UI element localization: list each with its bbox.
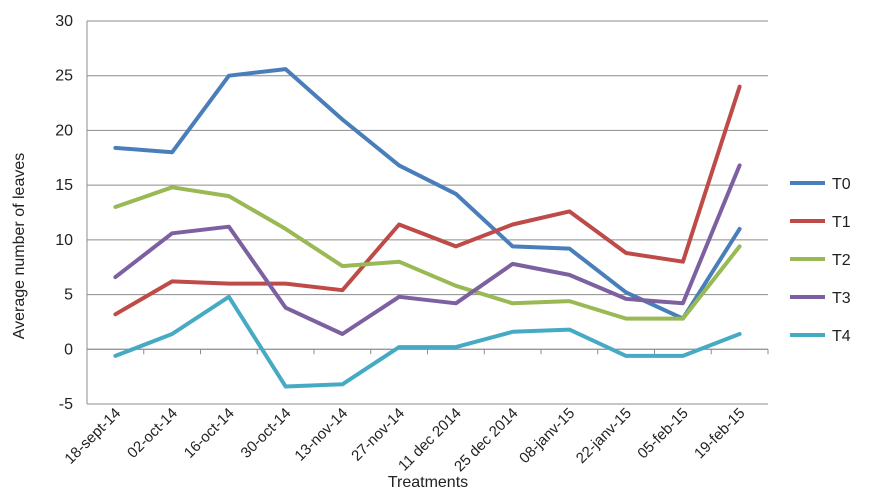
x-tick-labels: 18-sept-14 02-oct-14 16-oct-14 30-oct-1413-… bbox=[61, 405, 748, 475]
series-line-t3 bbox=[113, 163, 742, 336]
series-line-t0 bbox=[113, 67, 742, 321]
axes bbox=[86, 21, 769, 404]
x-tick-label: 19-feb-15 bbox=[691, 405, 748, 462]
series-lines bbox=[113, 67, 742, 389]
legend-label-t2: T2 bbox=[832, 252, 851, 269]
y-axis-label: Average number of leaves bbox=[11, 153, 28, 339]
x-tick-label: 22-janv-15 bbox=[573, 405, 635, 467]
legend-label-t0: T0 bbox=[832, 176, 851, 193]
legend-label-t1: T1 bbox=[832, 214, 851, 231]
x-tick-label: 08-janv-15 bbox=[516, 405, 578, 467]
legend-label-t4: T4 bbox=[832, 328, 851, 345]
y-tick-label: 30 bbox=[55, 13, 73, 30]
y-tick-label: 0 bbox=[64, 341, 73, 358]
x-tick-label: 18-sept-14 bbox=[61, 405, 124, 468]
y-tick-label: 20 bbox=[55, 122, 73, 139]
y-tick-label: 25 bbox=[55, 68, 73, 85]
y-tick-label: 5 bbox=[64, 287, 73, 304]
x-tick-label: 13-nov-14 bbox=[291, 405, 351, 465]
y-tick-label: 10 bbox=[55, 232, 73, 249]
series-line-t2 bbox=[113, 185, 742, 321]
x-axis-label: Treatments bbox=[388, 474, 468, 491]
y-tick-label: -5 bbox=[59, 396, 73, 413]
x-tick-label: 27-nov-14 bbox=[348, 405, 408, 465]
x-tick-label: 02-oct-14 bbox=[124, 405, 181, 462]
y-tick-labels: -5 0 5 10 15 20 25 30 bbox=[55, 13, 73, 413]
y-tick-label: 15 bbox=[55, 177, 73, 194]
series-line-t4 bbox=[113, 294, 742, 389]
x-tick-label: 16-oct-14 bbox=[181, 405, 238, 462]
legend: T0 T1 T2 T3 T4 bbox=[790, 176, 851, 345]
x-tick-label: 05-feb-15 bbox=[634, 405, 691, 462]
series-line-t1 bbox=[113, 84, 742, 317]
legend-label-t3: T3 bbox=[832, 290, 851, 307]
x-tick-label: 30-oct-14 bbox=[238, 405, 295, 462]
